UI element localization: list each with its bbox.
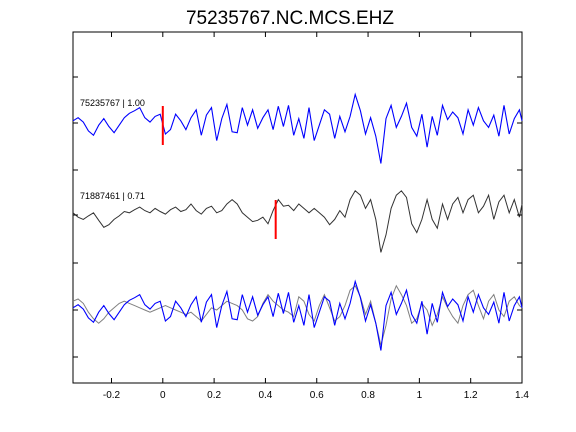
x-ticks: -0.2 0 0.2 0.4 0.6 0.8 1 1.2 1.4 [103,32,529,401]
y-ticks [73,76,522,358]
x-tick-label: 0 [160,390,166,401]
x-tick-label: 1.2 [464,390,478,401]
trace-similar-line [72,190,523,253]
overlay-master-line [72,279,523,351]
chart-title: 75235767.NC.MCS.EHZ [186,8,394,29]
x-tick-label: 0.2 [207,390,221,401]
trace-label-similar: 71887461 | 0.71 [80,191,145,201]
x-tick-label: 0.8 [361,390,375,401]
x-tick-label: 1 [417,390,423,401]
overlay-similar-line [72,284,523,346]
x-tick-label: 1.4 [515,390,529,401]
traces-layer [72,92,523,351]
x-tick-label: 0.4 [258,390,272,401]
x-tick-label: -0.2 [103,390,121,401]
plot-frame [72,31,523,384]
x-tick-label: 0.6 [310,390,324,401]
trace-master-line [72,92,523,164]
trace-label-master: 75235767 | 1.00 [80,98,145,108]
